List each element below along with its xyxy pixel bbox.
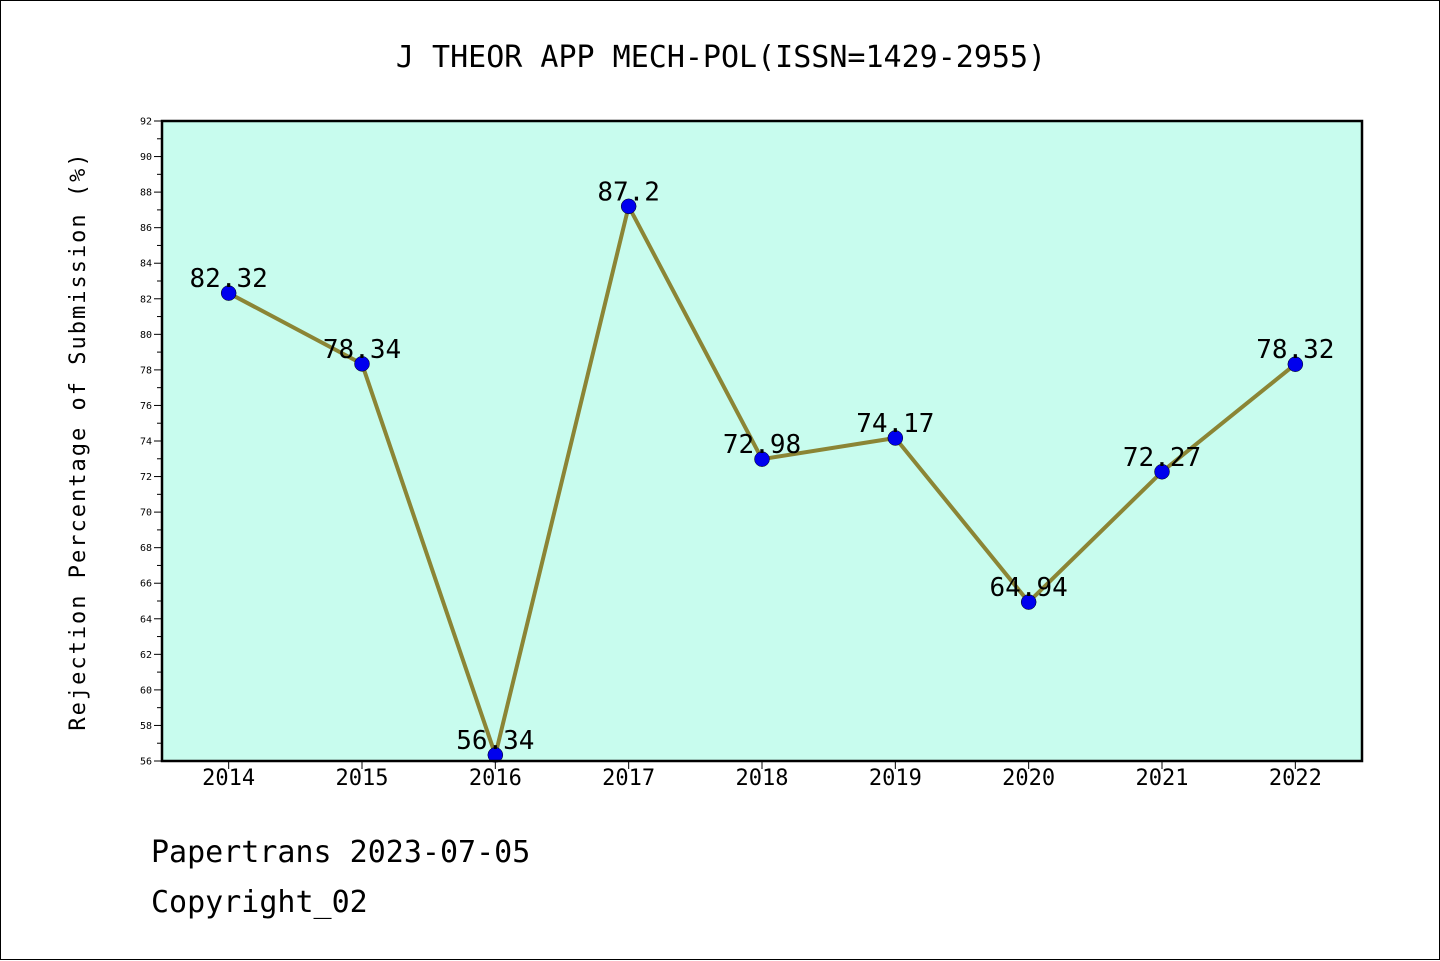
x-tick-label: 2021 (1136, 766, 1189, 791)
x-tick-label: 2020 (1002, 766, 1055, 791)
y-tick-label: 88 (140, 188, 152, 199)
x-tick-label: 2015 (336, 766, 389, 791)
data-label: 72.98 (723, 430, 801, 460)
plot-area (162, 121, 1362, 761)
y-tick-label: 64 (140, 614, 152, 625)
x-tick-label: 2022 (1269, 766, 1322, 791)
x-tick-label: 2018 (736, 766, 789, 791)
x-tick-label: 2019 (869, 766, 922, 791)
y-tick-label: 70 (140, 508, 152, 519)
y-tick-label: 72 (140, 472, 152, 483)
y-tick-label: 76 (140, 401, 152, 412)
y-tick-label: 68 (140, 543, 152, 554)
x-tick-label: 2017 (602, 766, 655, 791)
footer-date: Papertrans 2023-07-05 (151, 835, 531, 870)
y-tick-label: 56 (140, 757, 152, 768)
y-tick-label: 58 (140, 721, 152, 732)
data-label: 82.32 (190, 264, 268, 294)
data-point (220, 285, 237, 301)
data-label: 64.94 (990, 573, 1068, 603)
y-tick-label: 92 (140, 117, 152, 128)
data-point (754, 451, 770, 467)
y-tick-label: 60 (140, 685, 152, 696)
data-point (1287, 356, 1304, 372)
y-tick-label: 74 (140, 437, 152, 448)
data-label: 78.34 (323, 335, 401, 365)
data-label: 78.32 (1256, 335, 1334, 365)
data-label: 74.17 (856, 409, 934, 439)
y-tick-label: 80 (140, 330, 152, 341)
x-tick-label: 2014 (202, 766, 255, 791)
y-tick-label: 78 (140, 365, 152, 376)
data-point (354, 356, 370, 372)
y-tick-label: 62 (140, 650, 152, 661)
data-point (887, 430, 904, 446)
y-tick-label: 66 (140, 579, 152, 590)
data-point (1020, 594, 1037, 610)
data-point (620, 198, 637, 215)
y-axis-label: Rejection Percentage of Submission (%) (66, 151, 91, 730)
y-tick-label: 82 (140, 294, 152, 305)
data-label: 56.34 (456, 726, 534, 756)
y-tick-label: 86 (140, 223, 152, 234)
y-tick-label: 84 (140, 259, 152, 270)
data-point (1154, 464, 1170, 480)
plot-border (160, 119, 1364, 763)
chart-title: J THEOR APP MECH-POL(ISSN=1429-2955) (396, 40, 1046, 75)
footer-copyright: Copyright_02 (151, 885, 368, 920)
data-label: 72.27 (1123, 443, 1201, 473)
x-tick-label: 2016 (469, 766, 522, 791)
y-tick-label: 90 (140, 152, 152, 163)
data-label: 87.2 (597, 177, 660, 207)
data-point (487, 747, 504, 763)
